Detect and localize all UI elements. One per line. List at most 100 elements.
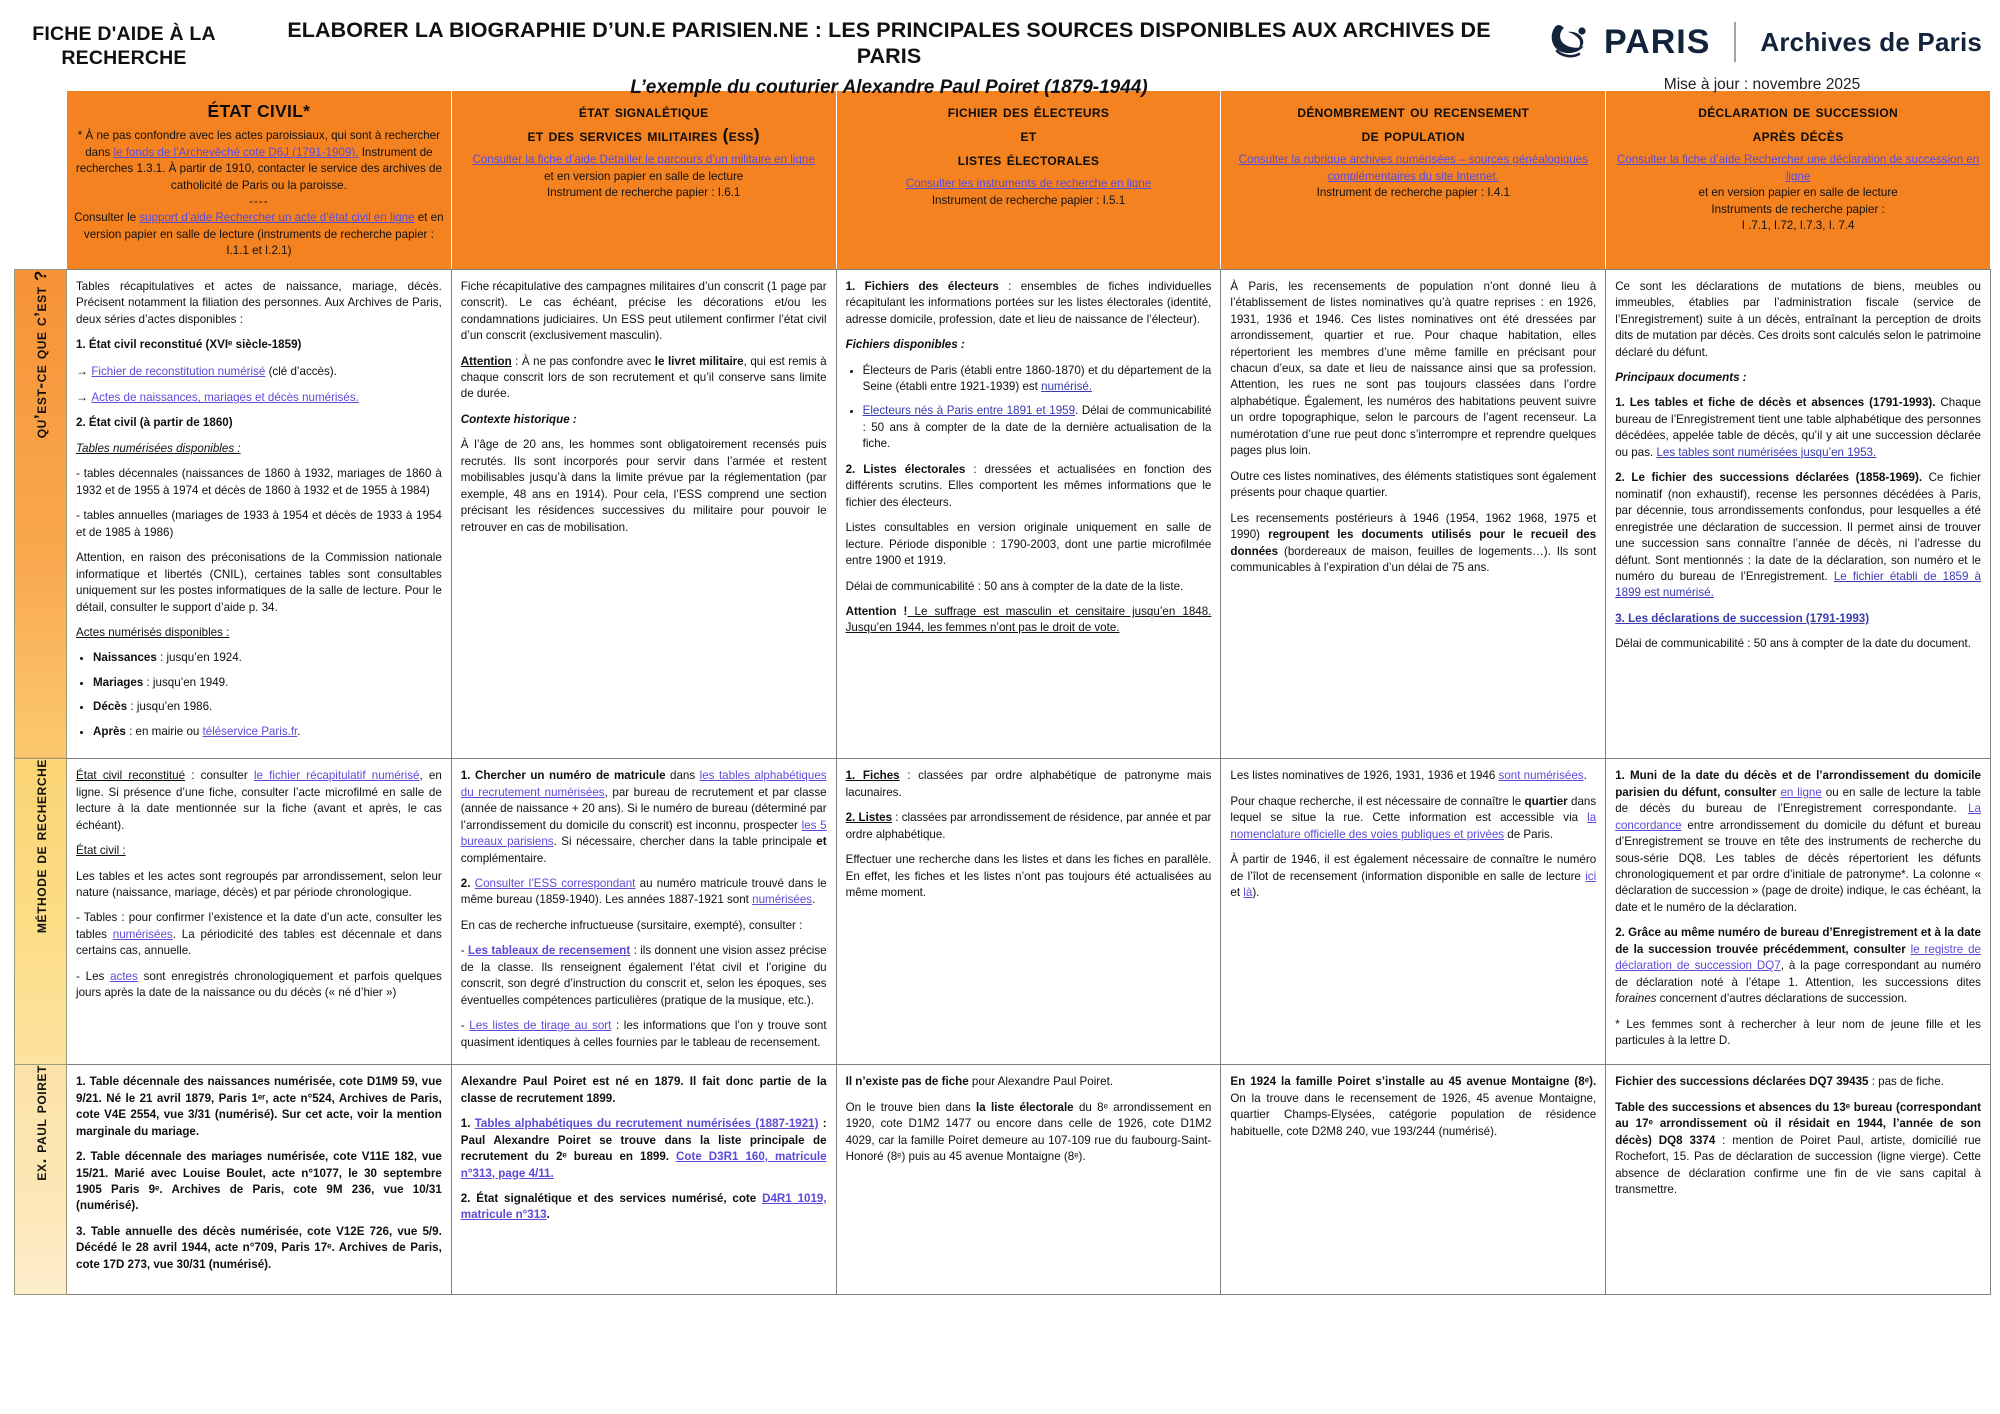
cell-example-etat-civil: 1. Table décennale des naissances numéri… — [66, 1064, 452, 1296]
cell-method-etat-civil: État civil reconstitué : consulter le fi… — [66, 758, 452, 1066]
text-block: → Fichier de reconstitution numérisé (cl… — [76, 363, 337, 378]
text-block: 1. Table décennale des naissances numéri… — [76, 1075, 442, 1138]
link-en-ligne[interactable]: en ligne — [1780, 785, 1822, 799]
text-block: - Les actes sont enregistrés chronologiq… — [76, 969, 442, 1000]
link-concordance[interactable]: La concordance — [1615, 802, 1981, 832]
link-listes-tirage-au-sort[interactable]: Les listes de tirage au sort — [469, 1019, 612, 1033]
link-ici[interactable]: ici — [1585, 869, 1597, 883]
subheading: Contexte historique : — [460, 412, 577, 426]
column-header-ess: ÉTAT SIGNALÉTIQUE ET DES SERVICES MILITA… — [450, 90, 837, 270]
text-block: - tables décennales (naissances de 1860 … — [76, 467, 442, 497]
text-block: Les tables et les actes sont regroupés p… — [76, 869, 442, 899]
text-block: 1. Muni de la date du décès et de l’arro… — [1615, 769, 1981, 914]
link-teleservice-paris[interactable]: téléservice Paris.fr — [202, 724, 298, 738]
list-fichiers-disponibles: Électeurs de Paris (établi entre 1860-18… — [846, 363, 1212, 453]
text-block: État civil reconstitué : consulter le fi… — [76, 769, 442, 832]
link-registre-dq7[interactable]: le registre de déclaration de succession… — [1615, 942, 1981, 973]
link-fonds-archeveche[interactable]: le fonds de l’Archevêché cote D6J (1791-… — [113, 145, 359, 159]
succession-instrument: Instruments de recherche papier : — [1711, 202, 1885, 216]
text-block: - Les listes de tirage au sort : les inf… — [460, 1019, 827, 1049]
column-header-succession: DÉCLARATION DE SUCCESSION APRÈS DÉCÈS Co… — [1605, 90, 1991, 270]
text-block: Il n’existe pas de fiche pour Alexandre … — [845, 1075, 1114, 1089]
link-actes[interactable]: actes — [110, 969, 138, 983]
link-tables-alpha-1887-1921[interactable]: Tables alphabétiques du recrutement numé… — [474, 1117, 819, 1131]
link-consulter-ess[interactable]: Consulter l’ESS correspondant — [474, 877, 636, 890]
link-fichier-1859-1899[interactable]: Le fichier établi de 1859 à 1899 est num… — [1615, 570, 1981, 600]
electeurs-instrument: Instrument de recherche papier : I.5.1 — [931, 193, 1126, 207]
brand-archives-label: Archives de Paris — [1760, 26, 1983, 57]
subheading: Principaux documents : — [1615, 371, 1747, 385]
column-header-recensement: DÉNOMBREMENT OU RECENSEMENT DE POPULATIO… — [1220, 90, 1607, 270]
column-note-succession: Consulter la fiche d’aide Rechercher une… — [1612, 152, 1984, 234]
row-label-ex-paul-poiret: Ex. Paul Poiret — [14, 1064, 67, 1296]
cell-example-succession: Fichier des successions déclarées DQ7 39… — [1605, 1064, 1991, 1296]
link-cote-d3r1-160[interactable]: Cote D3R1 160, matricule n°313, page 4/1… — [460, 1150, 827, 1180]
link-numerisees[interactable]: numérisées — [752, 893, 813, 907]
matrix-header-row: ÉTAT CIVIL* * À ne pas confondre avec le… — [14, 90, 1991, 270]
link-instruments-recherche[interactable]: Consulter les instruments de recherche e… — [905, 177, 1152, 191]
row-label-text: Méthode de recherche — [30, 759, 50, 934]
link-fiche-succession[interactable]: Consulter la fiche d’aide Rechercher une… — [1616, 153, 1980, 183]
text-block: Les recensements postérieurs à 1946 (195… — [1230, 511, 1597, 575]
subheading: 1. État civil reconstitué (XVIᵉ siècle-1… — [76, 338, 302, 352]
cell-method-electeurs: 1. Fiches : classées par ordre alphabéti… — [835, 758, 1222, 1066]
text-block: Fiche récapitulative des campagnes milit… — [460, 279, 827, 343]
text-block: Délai de communicabilité : 50 ans à comp… — [1615, 637, 1971, 651]
text-block: Pour chaque recherche, il est nécessaire… — [1230, 794, 1597, 841]
text-block: - Tables : pour confirmer l’existence et… — [76, 911, 442, 958]
text-block: Effectuer une recherche dans les listes … — [845, 853, 1212, 899]
brand-paris-wordmark: PARIS — [1604, 22, 1711, 61]
link-tables-alphabetiques-recrutement[interactable]: les tables alphabétiques du recrutement … — [460, 769, 827, 799]
text-block: À l’âge de 20 ans, les hommes sont oblig… — [460, 438, 827, 534]
cell-example-electeurs: Il n’existe pas de fiche pour Alexandre … — [835, 1064, 1222, 1296]
column-note-etat-civil: * À ne pas confondre avec les actes paro… — [74, 129, 444, 258]
column-note-electeurs: Consulter les instruments de recherche e… — [843, 176, 1215, 209]
row-label-quest-ce-que-cest: Qu’est-ce que c’est ? — [14, 268, 67, 760]
link-electeurs-nes-paris[interactable]: Electeurs nés à Paris entre 1891 et 1959 — [862, 404, 1076, 418]
page-title-block: ELABORER LA BIOGRAPHIE D’UN.E PARISIEN.N… — [248, 14, 1530, 99]
text-block: 2. État signalétique et des services num… — [460, 1192, 827, 1222]
link-sont-numerisees[interactable]: sont numérisées — [1498, 769, 1584, 783]
text-block: Outre ces listes nominatives, des élémen… — [1230, 469, 1597, 500]
column-title-ess-line1: ÉTAT SIGNALÉTIQUE — [578, 101, 709, 121]
link-nomenclature-voies[interactable]: la nomenclature officielle des voies pub… — [1230, 811, 1597, 841]
column-title-recensement-line2: DE POPULATION — [1361, 125, 1465, 146]
link-la[interactable]: là — [1243, 886, 1253, 899]
list-item: Naissances : jusqu’en 1924. — [93, 650, 442, 666]
cell-method-ess: 1. Chercher un numéro de matricule dans … — [450, 758, 837, 1066]
link-support-etat-civil[interactable]: support d’aide Rechercher un acte d’état… — [139, 211, 415, 225]
cell-method-recensement: Les listes nominatives de 1926, 1931, 19… — [1220, 758, 1607, 1066]
cell-definition-succession: Ce sont les déclarations de mutations de… — [1605, 268, 1991, 760]
link-cote-d4r1-1019[interactable]: D4R1 1019, matricule n°313 — [460, 1192, 827, 1222]
column-title-succession-line2: APRÈS DÉCÈS — [1752, 125, 1844, 146]
text-block: À Paris, les recensements de population … — [1230, 279, 1597, 458]
matrix-row-method: Méthode de recherche État civil reconsti… — [14, 758, 1991, 1066]
link-declarations-succession[interactable]: 3. Les déclarations de succession (1791-… — [1615, 611, 1870, 625]
list-item: Décès : jusqu’en 1986. — [93, 699, 442, 715]
link-fichier-recapitulatif[interactable]: le fichier récapitulatif numérisé — [253, 769, 420, 783]
link-fichier-reconstitution[interactable]: Fichier de reconstitution numérisé — [91, 364, 266, 378]
link-tables-numerisees-1953[interactable]: Les tables sont numérisées jusqu’en 1953… — [1656, 445, 1877, 459]
text-block: Attention : À ne pas confondre avec le l… — [460, 354, 827, 401]
matrix-row-definition: Qu’est-ce que c’est ? Tables récapitulat… — [14, 268, 1991, 760]
link-numerise[interactable]: numérisé. — [1041, 380, 1093, 394]
link-5-bureaux-parisiens[interactable]: les 5 bureaux parisiens — [460, 818, 827, 849]
subheading: État civil : — [76, 844, 126, 858]
sources-matrix: ÉTAT CIVIL* * À ne pas confondre avec le… — [14, 90, 1991, 1296]
link-tableaux-recensement[interactable]: Les tableaux de recensement — [468, 944, 631, 958]
row-label-methode-de-recherche: Méthode de recherche — [14, 758, 67, 1066]
text-block: 3. Table annuelle des décès numérisée, c… — [76, 1224, 442, 1271]
cell-definition-electeurs: 1. Fichiers des électeurs : ensembles de… — [835, 268, 1222, 760]
row-label-text: Qu’est-ce que c’est ? — [30, 269, 50, 439]
link-fiche-militaire[interactable]: Consulter la fiche d’aide Détailler le p… — [472, 153, 815, 167]
cell-definition-ess: Fiche récapitulative des campagnes milit… — [450, 268, 837, 760]
link-rubrique-archives-numerisees[interactable]: Consulter la rubrique archives numérisée… — [1238, 153, 1588, 183]
link-actes-numerises[interactable]: Actes de naissances, mariages et décès n… — [91, 391, 359, 405]
text-block: - tables annuelles (mariages de 1933 à 1… — [76, 509, 442, 539]
succession-paper-note: et en version papier en salle de lecture — [1698, 186, 1898, 200]
list-item: Electeurs nés à Paris entre 1891 et 1959… — [863, 403, 1212, 452]
column-title-electeurs-line1: FICHIER DES ÉLECTEURS — [947, 101, 1110, 121]
text-block: En cas de recherche infructueuse (sursit… — [460, 918, 803, 932]
link-tables-numerisees[interactable]: numérisées — [112, 927, 173, 941]
